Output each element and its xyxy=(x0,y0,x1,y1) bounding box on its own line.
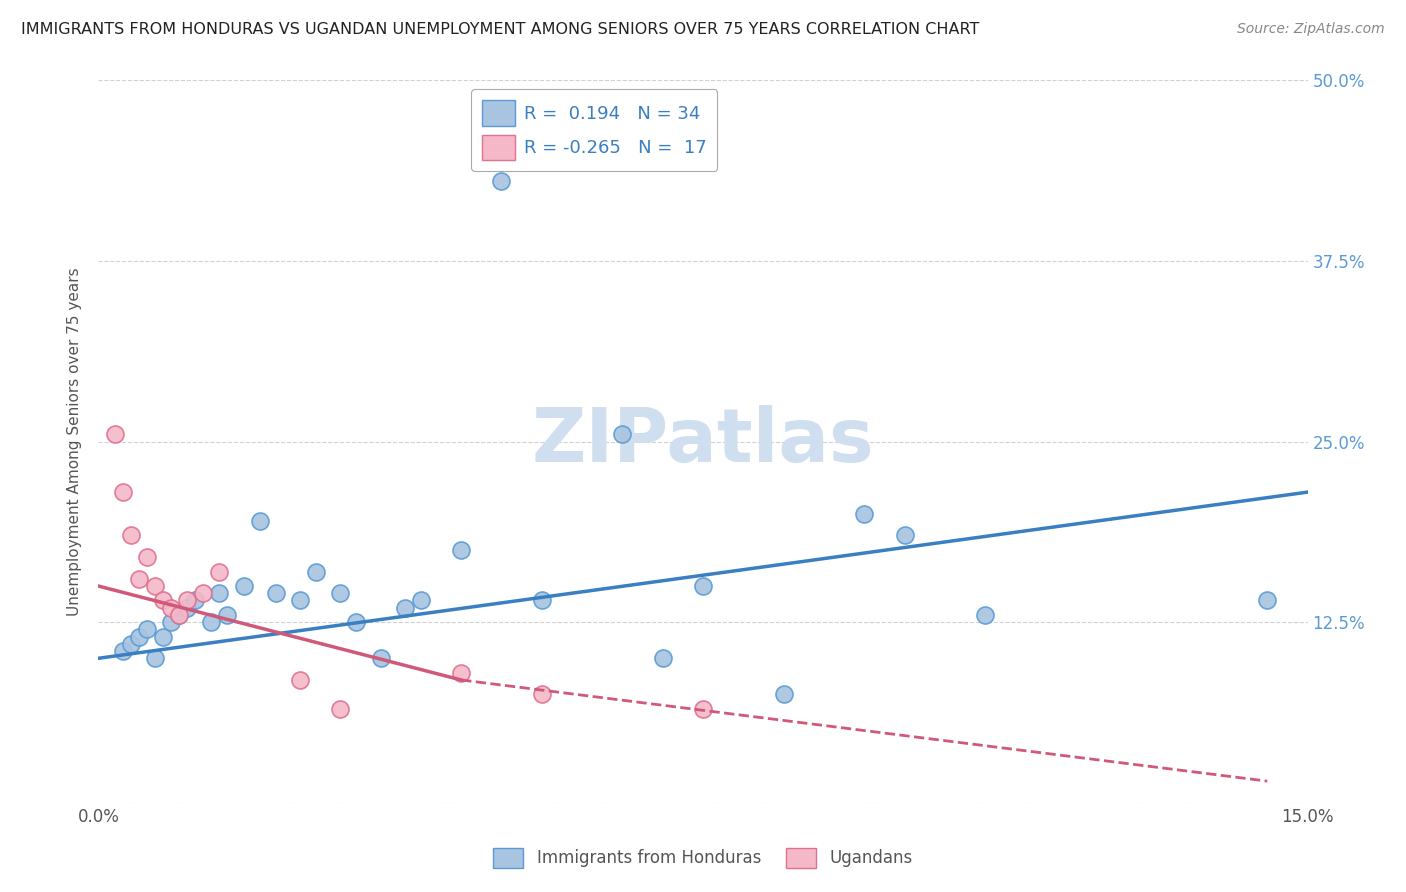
Point xyxy=(184,593,207,607)
Point xyxy=(974,607,997,622)
Legend: Immigrants from Honduras, Ugandans: Immigrants from Honduras, Ugandans xyxy=(486,841,920,875)
Point xyxy=(264,586,287,600)
Y-axis label: Unemployment Among Seniors over 75 years: Unemployment Among Seniors over 75 years xyxy=(67,268,83,615)
Point xyxy=(120,637,142,651)
Point xyxy=(152,630,174,644)
Point xyxy=(491,174,513,188)
Point xyxy=(135,550,157,565)
Point xyxy=(143,579,166,593)
Point xyxy=(152,593,174,607)
Point xyxy=(176,600,198,615)
Point xyxy=(193,586,215,600)
Point xyxy=(143,651,166,665)
Point xyxy=(217,607,239,622)
Point xyxy=(288,673,311,687)
Point xyxy=(853,507,876,521)
Point xyxy=(120,528,142,542)
Point xyxy=(128,572,150,586)
Point xyxy=(370,651,392,665)
Point xyxy=(160,615,183,630)
Text: ZIPatlas: ZIPatlas xyxy=(531,405,875,478)
Point xyxy=(135,623,157,637)
Point xyxy=(208,586,231,600)
Point xyxy=(167,607,190,622)
Point xyxy=(208,565,231,579)
Text: IMMIGRANTS FROM HONDURAS VS UGANDAN UNEMPLOYMENT AMONG SENIORS OVER 75 YEARS COR: IMMIGRANTS FROM HONDURAS VS UGANDAN UNEM… xyxy=(21,22,980,37)
Point xyxy=(612,427,634,442)
Point xyxy=(103,427,125,442)
Point xyxy=(1256,593,1278,607)
Point xyxy=(232,579,254,593)
Point xyxy=(249,514,271,528)
Text: Source: ZipAtlas.com: Source: ZipAtlas.com xyxy=(1237,22,1385,37)
Point xyxy=(128,630,150,644)
Point xyxy=(305,565,328,579)
Point xyxy=(111,644,134,658)
Point xyxy=(329,586,352,600)
Point xyxy=(692,579,714,593)
Point xyxy=(111,485,134,500)
Point xyxy=(176,593,198,607)
Point xyxy=(167,607,190,622)
Point xyxy=(394,600,416,615)
Point xyxy=(692,702,714,716)
Legend: R =  0.194   N = 34, R = -0.265   N =  17: R = 0.194 N = 34, R = -0.265 N = 17 xyxy=(471,89,717,171)
Point xyxy=(200,615,222,630)
Point xyxy=(160,600,183,615)
Point xyxy=(344,615,367,630)
Point xyxy=(651,651,673,665)
Point xyxy=(893,528,915,542)
Point xyxy=(450,542,472,557)
Point xyxy=(329,702,352,716)
Point xyxy=(530,687,553,701)
Point xyxy=(409,593,432,607)
Point xyxy=(530,593,553,607)
Point xyxy=(288,593,311,607)
Point xyxy=(772,687,794,701)
Point xyxy=(450,665,472,680)
